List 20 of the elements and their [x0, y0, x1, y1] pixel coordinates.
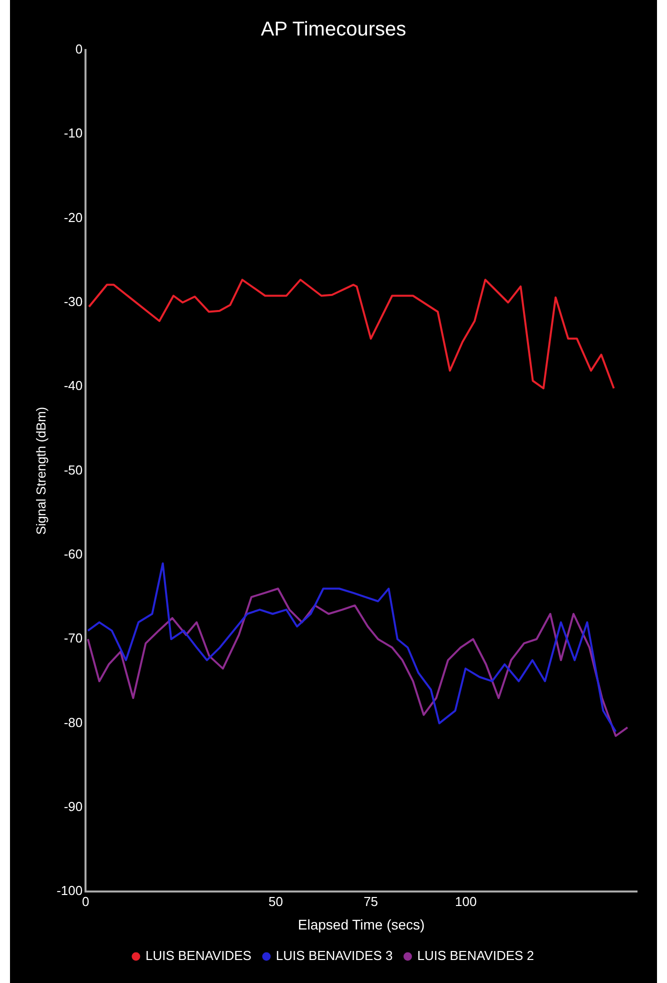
legend-label: LUIS BENAVIDES 2: [417, 948, 534, 964]
x-tick-label: 100: [455, 894, 477, 909]
y-tick-label: -60: [64, 546, 83, 562]
y-axis-title: Signal Strength (dBm): [33, 406, 48, 535]
y-tick-label: -50: [64, 462, 83, 478]
y-tick-label: -70: [64, 630, 83, 646]
y-tick-label: 0: [75, 42, 83, 57]
legend-label: LUIS BENAVIDES: [145, 948, 252, 964]
y-tick-label: -90: [64, 799, 83, 814]
x-tick-label: 50: [268, 894, 283, 909]
chart-title: AP Timecourses: [260, 18, 406, 41]
y-tick-label: -80: [64, 714, 83, 730]
legend-label: LUIS BENAVIDES 3: [276, 948, 393, 964]
y-tick-label: -40: [64, 378, 83, 394]
y-tick-label: -20: [64, 210, 83, 225]
x-axis-title: Elapsed Time (secs): [298, 916, 425, 932]
y-tick-label: -10: [64, 126, 83, 141]
y-tick-label: -30: [64, 294, 83, 310]
y-tick-label: -100: [56, 883, 83, 898]
x-tick-label: 75: [364, 894, 378, 909]
